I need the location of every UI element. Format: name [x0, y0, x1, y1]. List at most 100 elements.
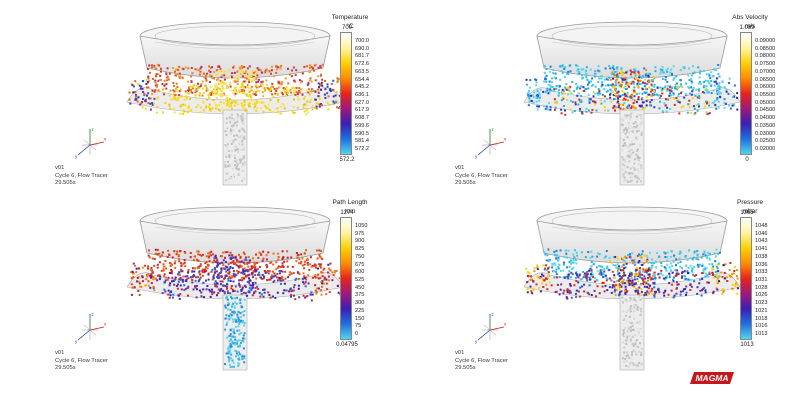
legend-tick-label: 663.5 — [355, 68, 369, 75]
legend-max: 1274 — [340, 210, 354, 216]
flow-tracer-particles — [525, 64, 739, 183]
legend-tick-label: 1046 — [755, 230, 768, 237]
legend-tick-label: 0.07000 — [755, 68, 776, 75]
svg-text:z: z — [92, 312, 95, 317]
legend-tick-label: 1028 — [755, 284, 768, 291]
info-line: v01 — [455, 165, 465, 171]
legend-tick-label: 627.0 — [355, 99, 369, 106]
axis-triad: z x y — [75, 127, 107, 159]
legend-tick-label: 0.02000 — [755, 146, 776, 152]
svg-text:z: z — [492, 127, 495, 132]
legend-tick-label: 590.5 — [355, 130, 369, 137]
color-legend: Path Length mm 1274 0.04795 1050 975 900 825 750… — [332, 190, 400, 380]
legend-tick-label: 300 — [355, 300, 365, 307]
info-line: Cycle 6, Flow Tracer — [55, 172, 108, 179]
legend-min: 0 — [745, 157, 749, 163]
legend-tick-label: 1038 — [755, 253, 768, 260]
casting-view — [400, 5, 740, 195]
legend-unit: mbar — [742, 208, 758, 215]
info-line: v01 — [455, 350, 465, 356]
legend-tick-label: 1026 — [755, 292, 768, 299]
view-info: v01 Cycle 6, Flow Tracer 29.505s — [55, 350, 108, 373]
legend-tick-label: 572.2 — [355, 146, 369, 152]
legend-max: 1365 — [740, 210, 754, 216]
legend-tick-label: 675 — [355, 261, 365, 268]
legend-tick-label: 1041 — [755, 246, 768, 253]
legend-tick-label: 1013 — [755, 331, 768, 337]
legend-tick-label: 1050 — [355, 223, 368, 229]
legend-min: 572.2 — [339, 157, 355, 163]
info-line: v01 — [55, 165, 65, 171]
legend-tick-label: 0.02500 — [755, 138, 776, 145]
legend-tick-label: 150 — [355, 315, 365, 322]
legend-tick-label: 0.06000 — [755, 84, 776, 91]
legend-max: 700 — [341, 25, 352, 31]
info-line: 29.505s — [455, 365, 476, 371]
legend-tick-label: 1033 — [755, 269, 768, 276]
legend-tick-label: 700.0 — [355, 38, 369, 44]
simulation-panel: z x y v01 Cycle 6, Flow Tracer 29.505s Pressur… — [400, 190, 800, 380]
simulation-panel: z x y v01 Cycle 6, Flow Tracer 29.505s Abs Vel… — [400, 5, 800, 195]
info-line: Cycle 6, Flow Tracer — [455, 357, 508, 364]
legend-tick-label: 75 — [355, 323, 362, 330]
flow-tracer-particles — [128, 63, 340, 183]
legend-tick-label: 0.05500 — [755, 92, 776, 98]
legend-title: Pressure — [736, 199, 763, 206]
info-line: 29.505s — [455, 180, 476, 186]
casting-view — [0, 190, 340, 380]
legend-gradient — [340, 217, 352, 340]
casting-model — [126, 206, 340, 371]
svg-text:x: x — [104, 322, 107, 327]
legend-gradient — [340, 32, 352, 155]
legend-tick-label: 750 — [355, 253, 365, 260]
legend-tick-label: 1023 — [755, 300, 768, 307]
legend-tick-label: 0 — [355, 331, 359, 337]
legend-tick-label: 825 — [355, 246, 365, 253]
legend-tick-label: 690.0 — [355, 45, 369, 52]
svg-text:x: x — [104, 137, 107, 142]
svg-text:x: x — [504, 137, 507, 142]
legend-tick-label: 450 — [355, 284, 365, 291]
legend-title: Path Length — [332, 199, 368, 206]
legend-tick-label: 0.03000 — [755, 130, 776, 137]
axis-triad: z x y — [475, 312, 507, 344]
legend-tick-label: 0.05000 — [755, 99, 776, 106]
legend-tick-label: 636.1 — [355, 92, 369, 98]
legend-tick-label: 1031 — [755, 277, 768, 283]
svg-text:y: y — [475, 154, 478, 159]
svg-text:z: z — [492, 312, 495, 317]
legend-tick-label: 681.7 — [355, 53, 369, 60]
legend-title: Temperature — [331, 14, 369, 21]
legend-tick-label: 600 — [355, 269, 365, 276]
flow-tracer-particles — [129, 248, 340, 368]
legend-tick-label: 617.9 — [355, 107, 369, 114]
legend-tick-label: 0.09000 — [755, 38, 776, 44]
info-line: 29.505s — [55, 180, 76, 186]
legend-tick-label: 375 — [355, 292, 365, 299]
view-info: v01 Cycle 6, Flow Tracer 29.505s — [455, 350, 508, 373]
axis-triad: z x y — [475, 127, 507, 159]
axis-triad: z x y — [75, 312, 107, 344]
flow-tracer-particles — [525, 248, 739, 368]
legend-tick-label: 0.07500 — [755, 61, 776, 68]
legend-unit: m/s — [744, 23, 756, 30]
casting-view — [0, 5, 340, 195]
color-legend: Abs Velocity m/s 1.089 0 0.09000 0.08500 0.080… — [732, 5, 800, 195]
info-line: 29.505s — [55, 365, 76, 371]
legend-tick-label: 975 — [355, 230, 365, 237]
legend-tick-label: 0.04000 — [755, 115, 776, 122]
legend-unit: °C — [346, 23, 354, 30]
legend-tick-label: 525 — [355, 277, 365, 283]
legend-gradient — [740, 217, 752, 340]
legend-tick-label: 0.06500 — [755, 76, 776, 83]
info-line: v01 — [55, 350, 65, 356]
legend-tick-label: 672.6 — [355, 61, 369, 68]
color-legend: Temperature °C 700 572.2 700.0 690.0 681.7 672.… — [332, 5, 400, 195]
view-info: v01 Cycle 6, Flow Tracer 29.505s — [55, 165, 108, 188]
legend-min: 0.04795 — [336, 342, 358, 348]
legend-tick-label: 599.6 — [355, 122, 369, 129]
legend-tick-label: 1021 — [755, 307, 768, 314]
legend-gradient — [740, 32, 752, 155]
legend-tick-label: 0.08500 — [755, 45, 776, 52]
legend-tick-label: 654.4 — [355, 76, 369, 83]
